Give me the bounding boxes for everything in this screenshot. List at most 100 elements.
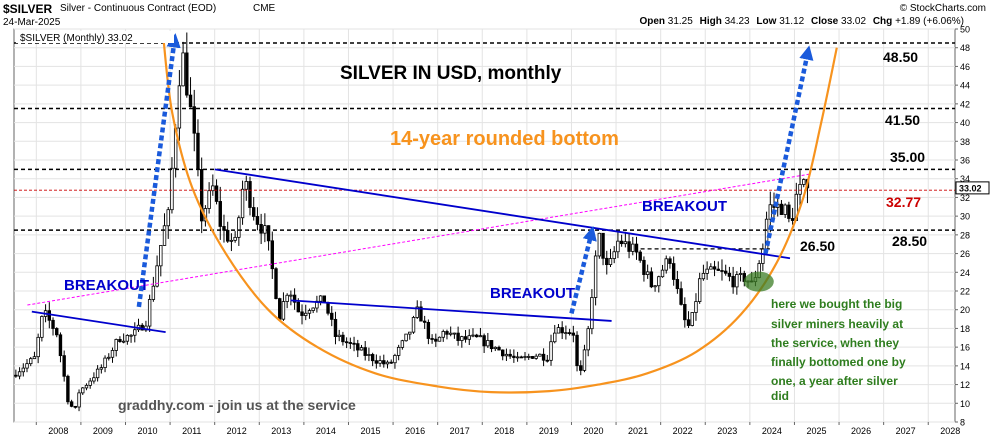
candle-body (125, 334, 130, 342)
y-tick-label: 26 (960, 249, 970, 259)
candle-body (58, 334, 63, 357)
candle-body (374, 360, 379, 364)
candle-body (735, 274, 739, 288)
candle-body (47, 310, 52, 321)
candle-body (582, 349, 587, 371)
candle-body (151, 285, 156, 300)
candle-body (341, 334, 345, 343)
y-tick-label: 20 (960, 305, 970, 315)
x-tick-label: 2024 (762, 426, 782, 436)
candle-body (467, 335, 471, 340)
breakout-trendline (31, 310, 166, 334)
candle-body (36, 336, 40, 358)
y-tick-label: 28 (960, 230, 970, 240)
legend-box (16, 31, 174, 43)
candle-body (121, 340, 126, 343)
level-label-32-77: 32.77 (886, 194, 921, 210)
last-price-label: 33.02 (959, 183, 982, 193)
candle-body (690, 312, 694, 326)
credit-text: graddhy.com - join us at the service (118, 397, 356, 413)
chart-title: SILVER IN USD, monthly (340, 63, 562, 84)
y-tick-label: 44 (960, 81, 970, 91)
candle-body (32, 356, 37, 360)
candle-body (612, 251, 616, 259)
chart-symbol: $SILVER (3, 2, 53, 16)
candle-body (675, 279, 680, 290)
candle-body (352, 342, 356, 345)
miners-note-line-6: did (771, 389, 789, 403)
x-tick-label: 2019 (539, 426, 559, 436)
candle-body (560, 327, 564, 334)
candle-body (270, 240, 274, 270)
y-tick-label: 18 (960, 324, 970, 334)
candle-body (278, 298, 282, 320)
legend-series-label: $SILVER (Monthly) 33.02 (20, 33, 133, 44)
candle-body (300, 311, 304, 316)
candle-body (579, 365, 583, 371)
x-tick-label: 2020 (583, 426, 603, 436)
x-tick-label: 2018 (494, 426, 514, 436)
level-label-41-50: 41.50 (885, 112, 920, 128)
candle-body (344, 341, 349, 344)
candle-body (645, 271, 650, 275)
y-tick-label: 48 (960, 43, 970, 53)
candle-body (437, 336, 442, 342)
candle-body (571, 332, 576, 336)
candle-body (233, 236, 237, 241)
high-value: 34.23 (724, 16, 750, 27)
chart-subtitle: 14-year rounded bottom (390, 128, 619, 150)
candle-body (29, 358, 33, 365)
candle-body (92, 377, 96, 382)
candle-body (166, 209, 170, 227)
x-tick-label: 2014 (316, 426, 336, 436)
candle-body (657, 276, 661, 287)
candle-body (25, 363, 29, 369)
y-tick-label: 10 (960, 399, 970, 409)
x-tick-label: 2013 (271, 426, 291, 436)
candle-body (129, 334, 133, 337)
candle-body (638, 251, 642, 261)
x-tick-label: 2023 (717, 426, 737, 436)
candle-body (370, 354, 375, 362)
candle-body (363, 347, 367, 356)
chg-value: +1.89 (+6.06%) (895, 16, 964, 27)
candle-body (697, 278, 702, 302)
candle-body (671, 263, 676, 280)
miners-note-line-2: silver miners heavily at (771, 317, 903, 331)
candle-body (456, 332, 460, 341)
candle-body (590, 297, 594, 330)
candle-body (608, 258, 613, 266)
y-tick-label: 36 (960, 156, 970, 166)
candle-body (40, 316, 44, 338)
open-value: 31.25 (667, 16, 693, 27)
candle-body (159, 245, 163, 267)
candle-body (382, 360, 386, 365)
candle-body (378, 360, 382, 364)
candle-body (723, 270, 728, 274)
candle-body (95, 368, 100, 379)
candle-body (263, 225, 267, 234)
candle-body (549, 341, 553, 361)
y-tick-label: 50 (960, 25, 970, 35)
candle-body (701, 272, 706, 280)
candle-body (348, 342, 353, 344)
level-label-26-50: 26.50 (800, 238, 835, 254)
candle-body (311, 307, 315, 311)
candle-body (430, 338, 434, 340)
candle-body (296, 301, 301, 313)
candle-body (530, 356, 535, 359)
candle-body (211, 185, 215, 192)
candle-body (504, 353, 509, 357)
y-tick-label: 34 (960, 174, 970, 184)
level-label-48-50: 48.50 (883, 49, 918, 65)
candle-body (738, 273, 743, 275)
x-tick-label: 2015 (360, 426, 380, 436)
x-tick-label: 2025 (806, 426, 826, 436)
candle-body (229, 239, 234, 242)
x-tick-label: 2011 (182, 426, 201, 436)
candle-body (385, 361, 390, 365)
x-tick-label: 2010 (137, 426, 157, 436)
candle-body (642, 259, 646, 275)
candle-body (225, 229, 230, 242)
close-value: 33.02 (841, 16, 867, 27)
